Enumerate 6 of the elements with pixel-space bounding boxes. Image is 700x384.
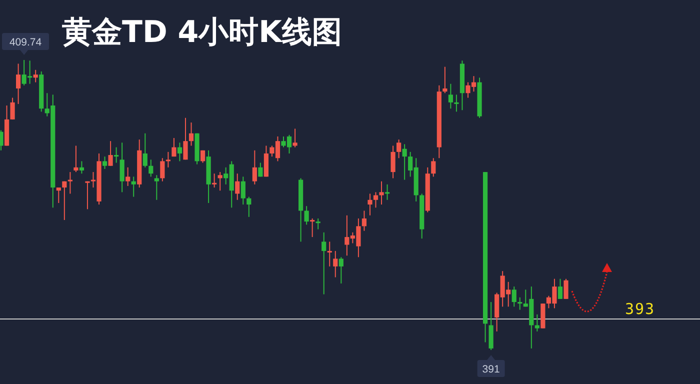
chart-title: 黄金TD 4小时K线图: [62, 15, 342, 50]
annotation: 409.74: [9, 36, 42, 48]
ref-line-label: 393: [624, 300, 656, 318]
annotation: 391: [482, 364, 500, 376]
price-label: 409.74: [2, 33, 49, 55]
price-label: 391: [477, 355, 505, 377]
